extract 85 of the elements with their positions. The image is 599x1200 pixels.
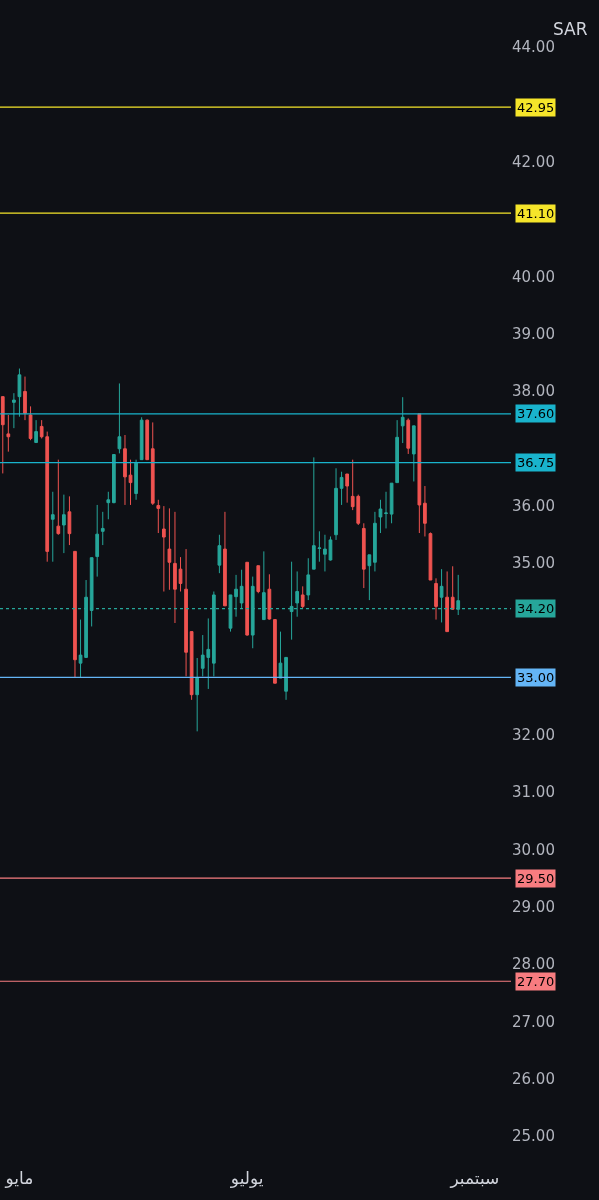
y-tick-label: 27.00	[512, 1012, 555, 1031]
candlestick	[156, 499, 161, 534]
candlestick	[273, 619, 277, 684]
candlestick	[389, 482, 394, 524]
ref-line-label: 34.20	[517, 601, 555, 616]
candlestick	[434, 577, 438, 621]
x-tick-label: يوليو	[229, 1168, 264, 1188]
y-tick-label: 26.00	[512, 1069, 555, 1088]
ref-line-label: 37.60	[517, 406, 555, 421]
candlestick	[184, 548, 188, 677]
candlestick	[73, 550, 77, 678]
y-tick-label: 42.00	[512, 152, 555, 171]
candlestick	[450, 565, 455, 611]
candlestick	[123, 434, 127, 506]
candlestick	[117, 382, 122, 454]
y-tick-label: 38.00	[512, 382, 555, 401]
candlestick	[12, 392, 16, 429]
y-tick-label: 35.00	[512, 554, 555, 573]
candlestick	[67, 495, 72, 546]
candlestick	[95, 504, 100, 578]
ref-line-label: 27.70	[517, 974, 555, 989]
y-tick-label: 32.00	[512, 726, 555, 745]
candlestick	[361, 522, 366, 589]
candlestick	[112, 454, 116, 504]
candlestick	[50, 491, 55, 563]
y-tick-label: 30.00	[512, 840, 555, 859]
candlestick	[334, 467, 338, 541]
y-tick-label: 39.00	[512, 324, 555, 343]
candlestick	[373, 511, 377, 572]
x-tick-label: مايو	[4, 1168, 34, 1188]
candlestick	[400, 396, 405, 444]
x-tick-label: سبتمبر	[449, 1168, 500, 1188]
candlestick	[189, 631, 194, 701]
candlestick	[417, 413, 422, 534]
y-tick-label: 28.00	[512, 955, 555, 974]
candlestick	[161, 505, 166, 592]
candlestick	[56, 459, 61, 536]
candlestick	[139, 416, 144, 461]
candlestick	[411, 425, 416, 482]
candlestick	[173, 511, 177, 624]
candlestick	[378, 499, 383, 534]
candlestick	[167, 507, 172, 591]
candlestick	[367, 554, 372, 601]
candlestick	[267, 573, 272, 621]
candlestick	[395, 419, 399, 484]
y-tick-label: 40.00	[512, 267, 555, 286]
ref-line-label: 36.75	[517, 455, 555, 470]
candlestick	[34, 419, 38, 444]
candlestick	[256, 565, 261, 594]
candlestick	[245, 561, 250, 637]
y-tick-label: 25.00	[512, 1127, 555, 1146]
candlestick	[28, 405, 33, 441]
candlestick	[345, 473, 350, 504]
candlestick	[23, 376, 27, 421]
candlestick	[195, 657, 200, 732]
candlestick	[145, 419, 150, 461]
y-tick-label: 36.00	[512, 496, 555, 515]
ref-line-label: 33.00	[517, 670, 555, 685]
candlestick	[128, 459, 133, 506]
candlestick	[217, 534, 222, 574]
candlestick	[445, 570, 449, 633]
candlestick	[0, 396, 5, 474]
candlestick	[106, 491, 111, 520]
candlestick	[306, 557, 311, 601]
candlestick	[406, 417, 411, 455]
text: SAR	[553, 19, 588, 39]
y-tick-label: 29.00	[512, 897, 555, 916]
candlestick	[62, 494, 66, 554]
candlestick	[100, 511, 105, 546]
candlestick	[423, 485, 427, 537]
candlestick	[134, 459, 138, 501]
candlestick	[17, 368, 22, 418]
ref-line-label: 29.50	[517, 871, 555, 886]
y-tick-label: 31.00	[512, 783, 555, 802]
candlestick	[150, 421, 155, 506]
y-tick-label: 44.00	[512, 38, 555, 57]
candlestick	[339, 471, 344, 506]
candlestick	[178, 556, 183, 592]
candlestick	[428, 531, 433, 581]
ref-line-label: 41.10	[517, 206, 555, 221]
candlestick	[300, 585, 305, 609]
candlestick	[223, 511, 227, 607]
candlestick	[384, 491, 388, 529]
candlestick	[6, 414, 11, 453]
ref-line-label: 42.95	[517, 100, 555, 115]
